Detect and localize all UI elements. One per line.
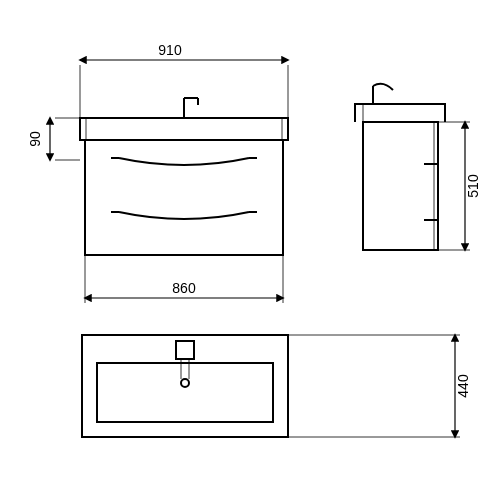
svg-rect-13 <box>363 122 438 250</box>
svg-rect-19 <box>176 341 194 359</box>
svg-point-20 <box>181 379 189 387</box>
svg-rect-18 <box>97 363 273 422</box>
svg-rect-0 <box>80 118 288 140</box>
